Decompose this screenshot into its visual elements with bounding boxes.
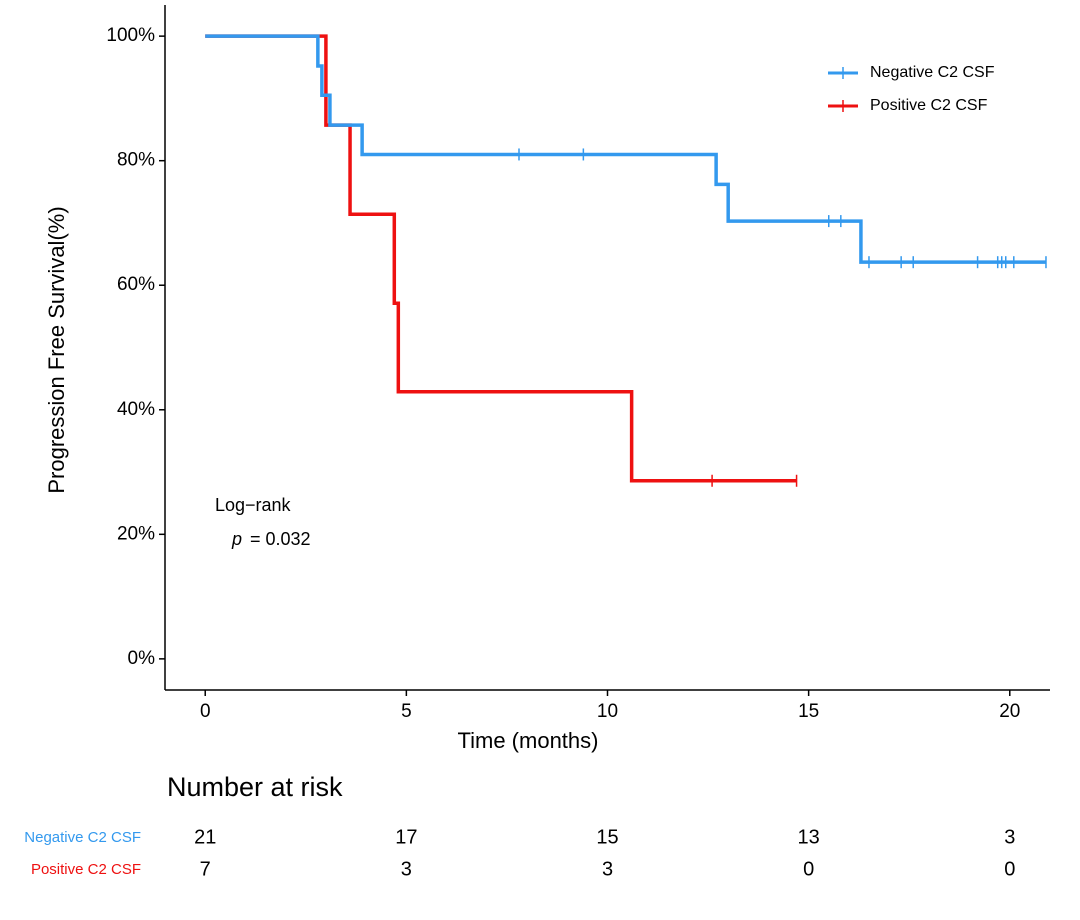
- x-tick-label: 15: [798, 701, 819, 722]
- x-tick-label: 5: [401, 701, 412, 722]
- risk-count: 3: [1004, 826, 1015, 848]
- y-axis-title: Progression Free Survival(%): [44, 206, 69, 493]
- x-axis-title: Time (months): [458, 728, 599, 753]
- y-tick-label: 40%: [117, 399, 155, 420]
- y-tick-label: 20%: [117, 523, 155, 544]
- risk-count: 7: [200, 858, 211, 880]
- x-tick-label: 0: [200, 701, 211, 722]
- risk-count: 17: [395, 826, 417, 848]
- risk-count: 0: [803, 858, 814, 880]
- annotation-test: Log−rank: [215, 495, 292, 515]
- survival-curve: [205, 34, 797, 483]
- y-tick-label: 100%: [106, 25, 155, 46]
- risk-row-label: Negative C2 CSF: [24, 829, 141, 846]
- annotation-p-value: = 0.032: [250, 529, 311, 549]
- y-tick-label: 0%: [128, 648, 156, 669]
- y-tick-label: 80%: [117, 150, 155, 171]
- legend-label: Positive C2 CSF: [870, 97, 988, 114]
- risk-count: 15: [596, 826, 618, 848]
- risk-count: 0: [1004, 858, 1015, 880]
- risk-count: 3: [602, 858, 613, 880]
- legend-label: Negative C2 CSF: [870, 64, 995, 81]
- risk-count: 13: [798, 826, 820, 848]
- risk-row-label: Positive C2 CSF: [31, 861, 141, 878]
- x-tick-label: 10: [597, 701, 618, 722]
- y-tick-label: 60%: [117, 274, 155, 295]
- risk-count: 3: [401, 858, 412, 880]
- annotation-p-symbol: p: [231, 529, 242, 549]
- x-tick-label: 20: [999, 701, 1020, 722]
- risk-count: 21: [194, 826, 216, 848]
- survival-curve: [205, 34, 1046, 264]
- risk-table-title: Number at risk: [167, 772, 343, 802]
